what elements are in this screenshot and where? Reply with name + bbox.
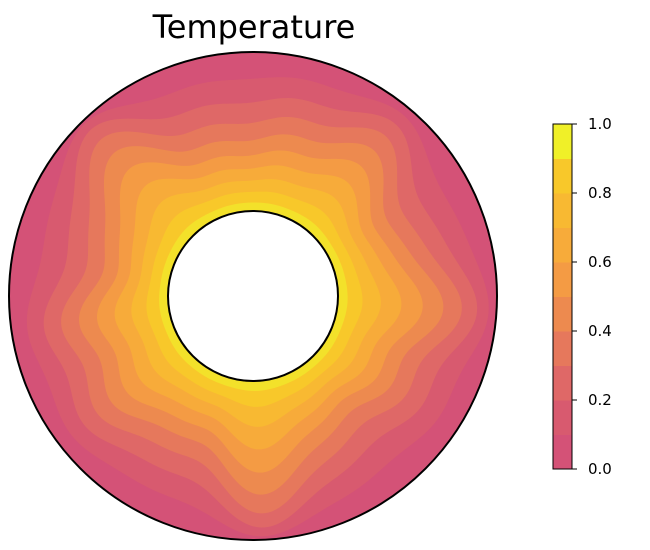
colorbar-tick-label: 1.0	[588, 115, 612, 133]
colorbar-tick-label: 0.2	[588, 391, 612, 409]
inner-boundary	[167, 210, 339, 382]
colorbar-tick-label: 0.4	[588, 322, 612, 340]
colorbar-tick-label: 0.6	[588, 253, 612, 271]
colorbar-band-0.8	[553, 158, 572, 194]
colorbar-band-0.3	[553, 331, 572, 366]
annulus-plot	[8, 51, 498, 541]
outer-boundary	[8, 51, 498, 541]
colorbar-band-0.6	[553, 227, 572, 263]
colorbar-band-0.1	[553, 400, 572, 435]
colorbar-ticks: 0.0 0.2 0.4 0.6 0.8 1.0	[572, 115, 612, 478]
colorbar-band-0.4	[553, 296, 572, 332]
colorbar-band-0.9	[553, 124, 572, 159]
colorbar-tick-label: 0.8	[588, 184, 612, 202]
chart-title: Temperature	[152, 8, 356, 46]
colorbar-band-0.2	[553, 365, 572, 401]
colorbar-band-0.7	[553, 193, 572, 228]
colorbar-band-0.5	[553, 262, 572, 297]
colorbar-bands	[553, 124, 572, 470]
colorbar-band-0.0	[553, 434, 572, 470]
colorbar-tick-label: 0.0	[588, 460, 612, 478]
colorbar-frame	[552, 123, 573, 470]
